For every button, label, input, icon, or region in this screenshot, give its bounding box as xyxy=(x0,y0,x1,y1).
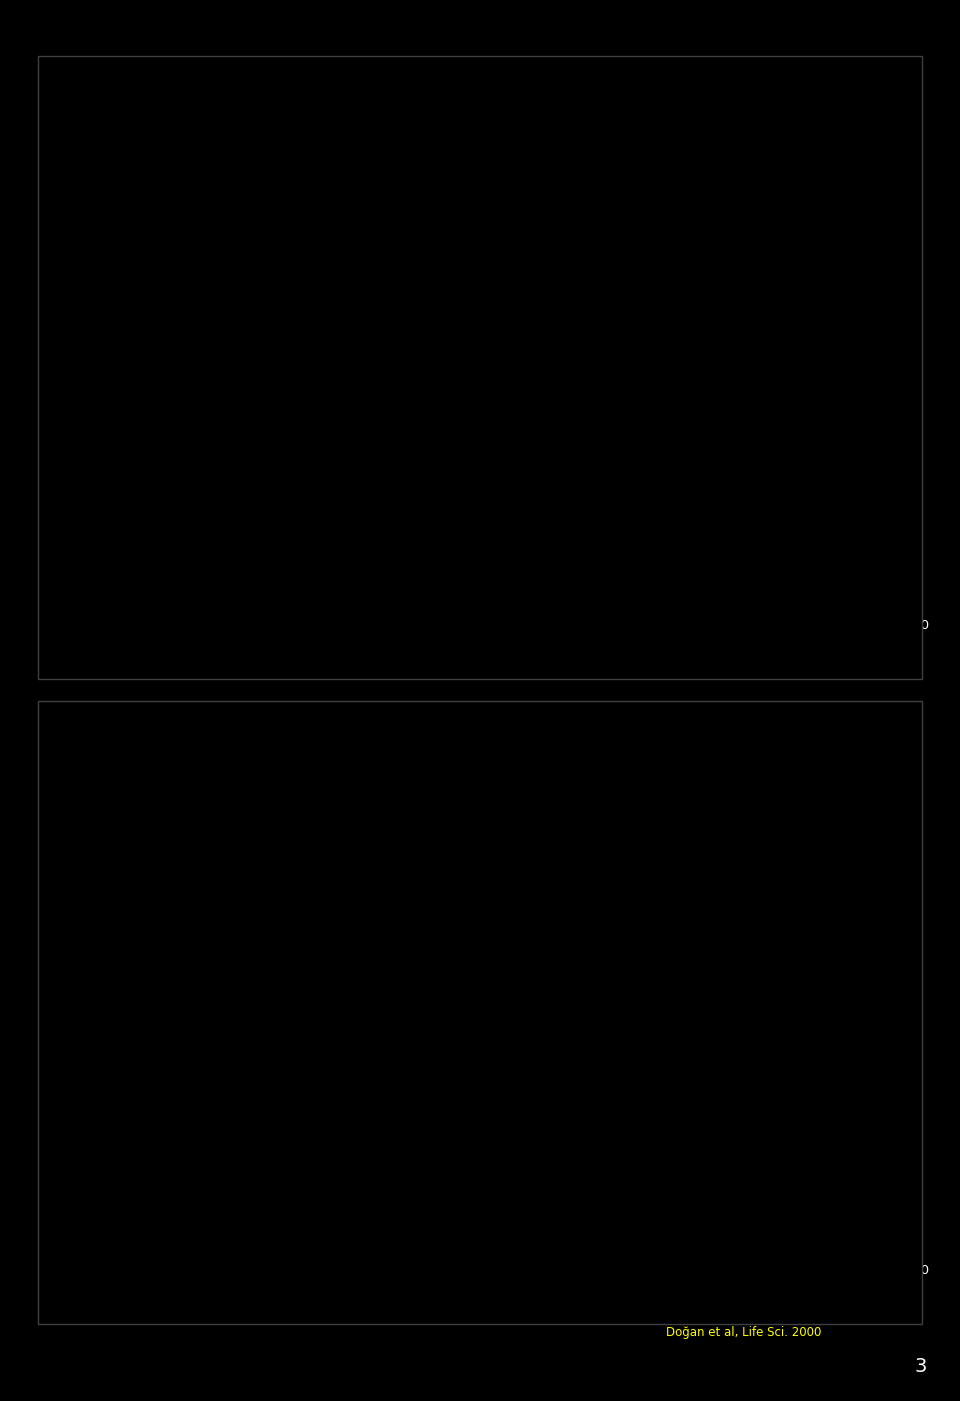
Text: E. coli: E. coli xyxy=(431,67,492,84)
Y-axis label: rektal sıcaklık değişimi (°C): rektal sıcaklık değişimi (°C) xyxy=(75,909,88,1101)
Text: *: * xyxy=(442,1189,453,1209)
Text: Doğan et al, Life Sci. 2000: Doğan et al, Life Sci. 2000 xyxy=(666,1325,822,1339)
Text: E.coli: E.coli xyxy=(438,712,492,729)
Text: O111:B4 LPS: O111:B4 LPS xyxy=(492,712,619,729)
Text: 3: 3 xyxy=(914,1356,926,1376)
Text: *: * xyxy=(657,359,668,378)
X-axis label: zaman (dk): zaman (dk) xyxy=(480,637,566,653)
X-axis label: zaman (dk): zaman (dk) xyxy=(480,1282,566,1297)
Legend: 2 µg/kg n:6, 50 µg/kg n:8, 250 µg/kg n:5, saline n:10: 2 µg/kg n:6, 50 µg/kg n:8, 250 µg/kg n:5… xyxy=(768,514,910,602)
Text: O55:B5 LPS: O55:B5 LPS xyxy=(492,67,603,84)
Y-axis label: rektal sıcaklık değişimi (°C): rektal sıcaklık değişimi (°C) xyxy=(75,265,88,457)
Legend: 2 µg/kg n:7, 50 µg/kg n:9, 250 µg/kg n:6, saline n:10: 2 µg/kg n:7, 50 µg/kg n:9, 250 µg/kg n:6… xyxy=(769,1159,910,1247)
